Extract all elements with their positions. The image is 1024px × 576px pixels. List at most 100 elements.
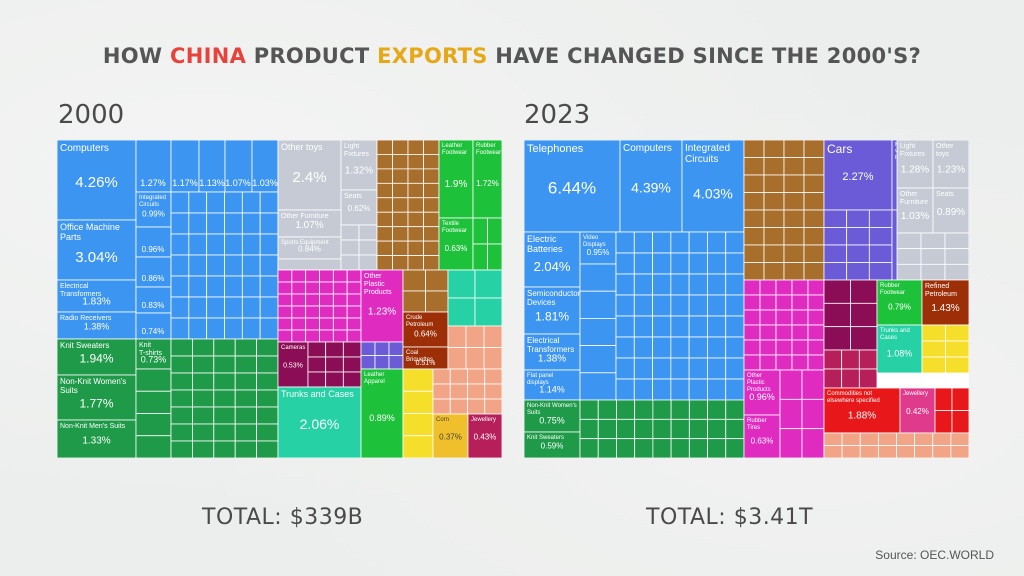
tile-stone-cell	[877, 432, 897, 446]
tile-plastics-cell	[305, 317, 320, 331]
tile-metals-cell	[392, 226, 409, 242]
tile-machine-small-cell	[633, 315, 653, 338]
tile-plastics-cell	[743, 354, 761, 371]
tile-plastics-cell	[332, 305, 348, 319]
tile-metals-cell	[423, 226, 440, 242]
tile-misc-small-cell	[340, 224, 360, 241]
tile-machine-small-cell	[259, 275, 279, 298]
tile-instruments-cell	[823, 326, 851, 351]
tile-machine-small-cell	[707, 315, 727, 338]
tile-metals-b-cell	[425, 269, 449, 292]
tile-other-toys-value: 1.23%	[937, 165, 965, 176]
tile-stone-cell	[823, 432, 843, 446]
tile-stone-cell	[896, 445, 916, 458]
tile-textile-small-cell	[191, 372, 215, 391]
tile-machine-small-cell	[206, 212, 225, 235]
tile-metals-cell	[803, 157, 825, 176]
tile-machine-small-cell	[652, 294, 672, 317]
tile-plastics-cell	[791, 279, 809, 296]
tile-plastics-cell	[319, 281, 334, 295]
tile-rubber-tires-label: Tires	[747, 425, 760, 431]
tile-seats	[932, 187, 969, 234]
tile-transport-cell	[388, 341, 404, 356]
tile-machine-cell	[579, 290, 617, 319]
tile-textile-small-cell	[191, 389, 215, 408]
tile-transport-small-cell	[823, 244, 848, 263]
tile-textile-small-cell	[234, 389, 257, 408]
tile-knit-tshirts-label: Knit	[139, 342, 151, 349]
tile-plastics-cell	[346, 317, 362, 331]
tile-metals-cell	[392, 140, 409, 155]
tile-machine-small-cell	[170, 275, 190, 298]
tile-plastics-cell	[759, 324, 777, 341]
tile-machine-small-cell	[633, 378, 653, 401]
tile-stone-cell	[914, 432, 934, 446]
tile-textile-cell	[135, 435, 172, 458]
tile-trunks-and-cases-value: 1.08%	[887, 349, 913, 359]
tile-rubber-footwear-value: 1.72%	[476, 179, 499, 188]
tile-footwear-small-cell	[487, 217, 502, 245]
tile-telephones-label: Telephones	[527, 143, 584, 155]
tile-machine-small-cell	[224, 254, 243, 277]
tile-textile-small-cell	[256, 423, 279, 442]
tile-plastics-cell	[807, 354, 825, 371]
tile-refined-petroleum-label: Refined	[925, 283, 949, 290]
tile-machine-small-cell	[170, 296, 190, 319]
tile-plastics-cell	[775, 354, 793, 371]
tile-red-small-cell	[951, 387, 969, 411]
tile-plastics-cell	[775, 339, 793, 356]
tile-machine-small-cell	[188, 233, 208, 256]
tile-machine-small-cell	[725, 378, 745, 401]
tile-cars	[823, 140, 893, 211]
tile-textile-small-cell	[234, 406, 257, 425]
tile-integrated-circuits-label: Integrated	[685, 143, 730, 154]
tile-jewellery-value: 0.42%	[906, 407, 929, 416]
tile-plastics-cell	[759, 294, 777, 311]
tile-other-furniture-label: Other Furniture	[281, 213, 329, 220]
tile-metals-cell	[763, 174, 785, 193]
tile-value: 1.07%	[225, 178, 251, 188]
tile-plastics-cell	[277, 293, 293, 307]
tile-knit-tshirts	[135, 338, 172, 370]
tile-metals-cell	[783, 244, 805, 263]
tile-stone-b-cell	[484, 398, 502, 415]
tile-semiconductor-devices-label: Devices	[527, 298, 555, 307]
tile-stone-cell	[859, 445, 879, 458]
tile-textile-cell	[135, 390, 172, 414]
tile-vegetable-cell	[945, 324, 969, 342]
tile-machine-small-cell	[707, 273, 727, 296]
tile-red-small-cell	[951, 410, 969, 434]
tile-metals-cell	[392, 240, 409, 256]
tile-nonknit-womens-suits-label: Non-Knit Women's	[527, 403, 577, 409]
tile-precious-cell	[823, 368, 843, 389]
tile-plastics-cell	[319, 293, 334, 307]
tile-crude-petroleum-value: 0.64%	[414, 330, 437, 339]
tile-red-small-cell	[934, 387, 953, 411]
tile-value: 0.96%	[142, 245, 165, 254]
tile-plastics-cell	[743, 294, 761, 311]
tile-machine	[135, 256, 172, 288]
tile-machine-small-cell	[615, 294, 635, 317]
tile-vegetable-cell	[945, 340, 969, 358]
tile-misc-cell	[277, 258, 342, 271]
tile-machine-small-cell	[670, 357, 690, 380]
tile-machine-small-cell	[652, 231, 672, 254]
tile-textile-small-cell	[579, 438, 599, 458]
tile-integrated-circuits-label: Circuits	[139, 202, 159, 208]
tile-transport-cell	[388, 355, 404, 370]
tile-metals-cell	[763, 157, 785, 176]
tile-textile-small-cell	[256, 389, 279, 408]
tile-machine-small-cell	[206, 317, 225, 340]
tile-plastics-cell	[346, 281, 362, 295]
tile-value: 1.17%	[172, 178, 198, 188]
tile-textile-small-cell	[213, 406, 236, 425]
tile-textile-small-cell	[670, 418, 690, 440]
tile-machine-small-cell	[652, 357, 672, 380]
tile-plastics-b-cell	[801, 428, 825, 458]
tile-metals-cell	[392, 255, 409, 271]
tile-machine-small-cell	[725, 252, 745, 275]
tile-plastics-cell	[743, 309, 761, 326]
tile-metals-cell	[376, 240, 393, 256]
tile-metals-cell	[423, 211, 440, 228]
